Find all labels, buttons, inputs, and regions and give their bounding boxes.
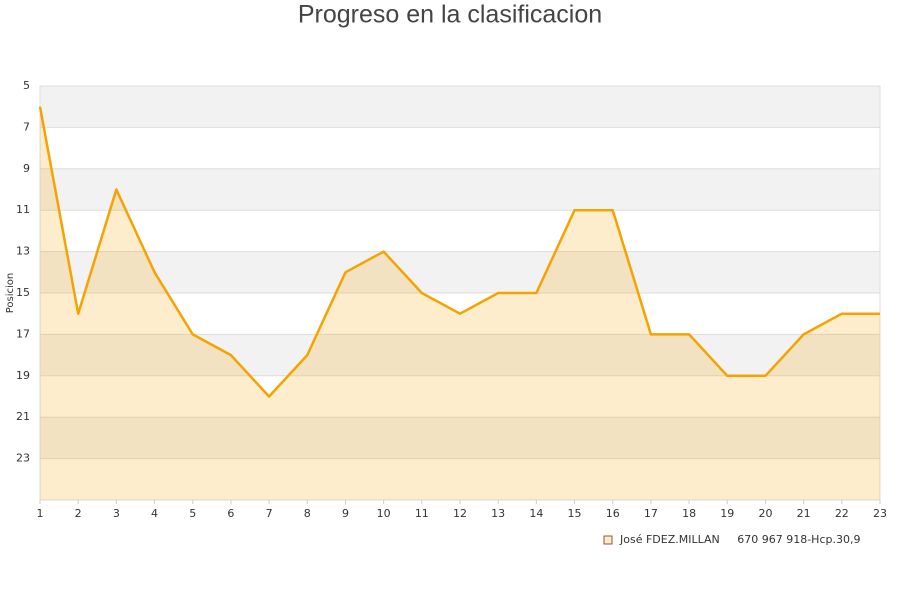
legend-label: José FDEZ.MILLAN 670 967 918-Hcp.30,9 bbox=[619, 533, 860, 546]
grid-band bbox=[40, 334, 880, 376]
x-tick-label: 1 bbox=[37, 507, 44, 520]
x-tick-label: 8 bbox=[304, 507, 311, 520]
x-tick-label: 18 bbox=[682, 507, 696, 520]
y-tick-label: 15 bbox=[16, 286, 30, 299]
y-tick-label: 13 bbox=[16, 245, 30, 258]
x-tick-label: 10 bbox=[377, 507, 391, 520]
x-tick-label: 21 bbox=[797, 507, 811, 520]
x-tick-label: 13 bbox=[491, 507, 505, 520]
x-tick-label: 5 bbox=[189, 507, 196, 520]
x-tick-label: 23 bbox=[873, 507, 887, 520]
legend-swatch bbox=[603, 535, 613, 545]
grid-band bbox=[40, 168, 880, 211]
line bbox=[38, 106, 880, 398]
grid-band bbox=[40, 251, 880, 293]
y-tick-label: 21 bbox=[16, 410, 30, 423]
x-tick-label: 20 bbox=[758, 507, 772, 520]
x-tick-label: 11 bbox=[415, 507, 429, 520]
x-tick-label: 7 bbox=[266, 507, 273, 520]
x-tick-label: 6 bbox=[227, 507, 234, 520]
grid-band bbox=[40, 86, 880, 128]
chart-title: Progreso en la clasificacion bbox=[298, 1, 602, 29]
grid-band bbox=[40, 417, 880, 459]
x-tick-label: 17 bbox=[644, 507, 658, 520]
y-tick-label: 7 bbox=[23, 120, 30, 133]
x-tick-label: 12 bbox=[453, 507, 467, 520]
x-tick-label: 4 bbox=[151, 507, 158, 520]
y-axis-label: Posicion bbox=[5, 273, 16, 314]
x-tick-label: 9 bbox=[342, 507, 349, 520]
x-tick-label: 19 bbox=[720, 507, 734, 520]
y-tick-label: 17 bbox=[16, 327, 30, 340]
x-tick-label: 16 bbox=[606, 507, 620, 520]
x-tick-label: 15 bbox=[568, 507, 582, 520]
y-tick-label: 23 bbox=[16, 452, 30, 465]
x-tick-label: 22 bbox=[835, 507, 849, 520]
x-tick-label: 14 bbox=[529, 507, 543, 520]
y-tick-label: 11 bbox=[16, 203, 30, 216]
area-fill bbox=[40, 106, 880, 500]
x-tick-label: 2 bbox=[75, 507, 82, 520]
y-tick-label: 9 bbox=[23, 162, 30, 175]
x-tick-label: 3 bbox=[113, 507, 120, 520]
y-tick-label: 19 bbox=[16, 369, 30, 382]
y-tick-label: 5 bbox=[23, 79, 30, 92]
